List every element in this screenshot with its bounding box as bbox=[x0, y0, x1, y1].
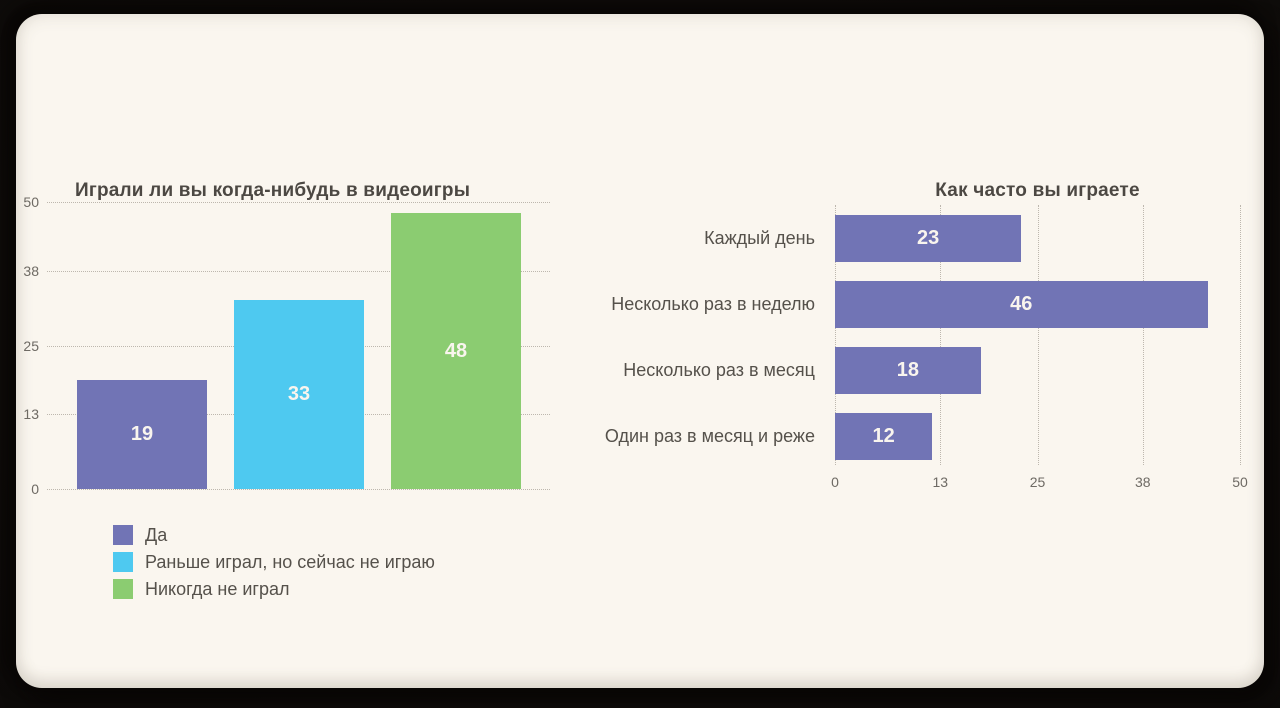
paper-background: Играли ли вы когда-нибудь в видеоигры 0 1… bbox=[16, 14, 1264, 688]
y-axis-tick-label: 0 bbox=[31, 481, 39, 497]
vertical-bar: 48 bbox=[391, 213, 521, 489]
gridline-horizontal bbox=[47, 270, 550, 272]
gridline-vertical bbox=[1142, 205, 1144, 465]
horizontal-bar-plot: 0 13 25 38 50 Каждый день 23 Несколько раз в не… bbox=[605, 205, 1248, 490]
chart-title-ever-played: Играли ли вы когда-нибудь в видеоигры bbox=[75, 179, 471, 201]
vertical-bar: 19 bbox=[77, 379, 207, 489]
category-label: Несколько раз в неделю bbox=[611, 294, 815, 314]
x-axis-tick-label: 0 bbox=[831, 474, 839, 490]
legend: Да Раньше играл, но сейчас не играю Никогд… bbox=[113, 525, 435, 606]
horizontal-bar: 18 bbox=[835, 347, 981, 394]
gridline-horizontal bbox=[47, 202, 550, 203]
legend-label: Да bbox=[145, 525, 168, 545]
legend-item: Раньше играл, но сейчас не играю bbox=[113, 552, 435, 572]
bar-value-label: 33 bbox=[287, 382, 311, 405]
gridline-vertical bbox=[940, 205, 942, 465]
bar-value-label: 23 bbox=[917, 227, 940, 249]
category-label: Каждый день bbox=[704, 228, 815, 248]
category-label: Несколько раз в месяц bbox=[623, 360, 815, 380]
bar-value-label: 19 bbox=[130, 422, 154, 445]
gridline-vertical bbox=[835, 205, 836, 465]
gridline-vertical bbox=[1240, 205, 1241, 465]
horizontal-bar: 23 bbox=[835, 215, 1022, 262]
gridline-horizontal bbox=[47, 489, 550, 490]
bar-value-label: 12 bbox=[872, 425, 895, 447]
y-axis-tick-label: 13 bbox=[23, 406, 39, 423]
y-axis-tick-label: 50 bbox=[23, 194, 39, 210]
horizontal-bar: 46 bbox=[835, 281, 1208, 328]
y-axis-tick-label: 25 bbox=[23, 337, 39, 354]
bar-value-label: 48 bbox=[444, 339, 468, 362]
legend-item: Никогда не играл bbox=[113, 579, 435, 599]
legend-label: Никогда не играл bbox=[145, 579, 290, 599]
legend-item: Да bbox=[113, 525, 435, 545]
y-axis-tick-label: 38 bbox=[23, 262, 39, 279]
legend-swatch bbox=[113, 552, 133, 572]
gridline-vertical bbox=[1037, 205, 1039, 465]
vertical-bar-plot: 0 13 25 38 50 19 33 48 bbox=[23, 194, 550, 497]
bar-value-label: 18 bbox=[896, 359, 920, 381]
category-label: Один раз в месяц и реже bbox=[604, 426, 815, 446]
x-axis-tick-label: 38 bbox=[1135, 474, 1151, 490]
legend-label: Раньше играл, но сейчас не играю bbox=[145, 552, 435, 572]
chart-title-play-frequency: Как часто вы играете bbox=[935, 179, 1140, 201]
x-axis-tick-label: 13 bbox=[932, 474, 949, 490]
bar-value-label: 46 bbox=[1010, 293, 1033, 315]
x-axis-tick-label: 50 bbox=[1232, 474, 1248, 490]
legend-swatch bbox=[113, 579, 133, 599]
legend-swatch bbox=[113, 525, 133, 545]
x-axis-tick-label: 25 bbox=[1029, 474, 1046, 490]
vertical-bar: 33 bbox=[234, 299, 364, 489]
horizontal-bar: 12 bbox=[835, 413, 933, 460]
